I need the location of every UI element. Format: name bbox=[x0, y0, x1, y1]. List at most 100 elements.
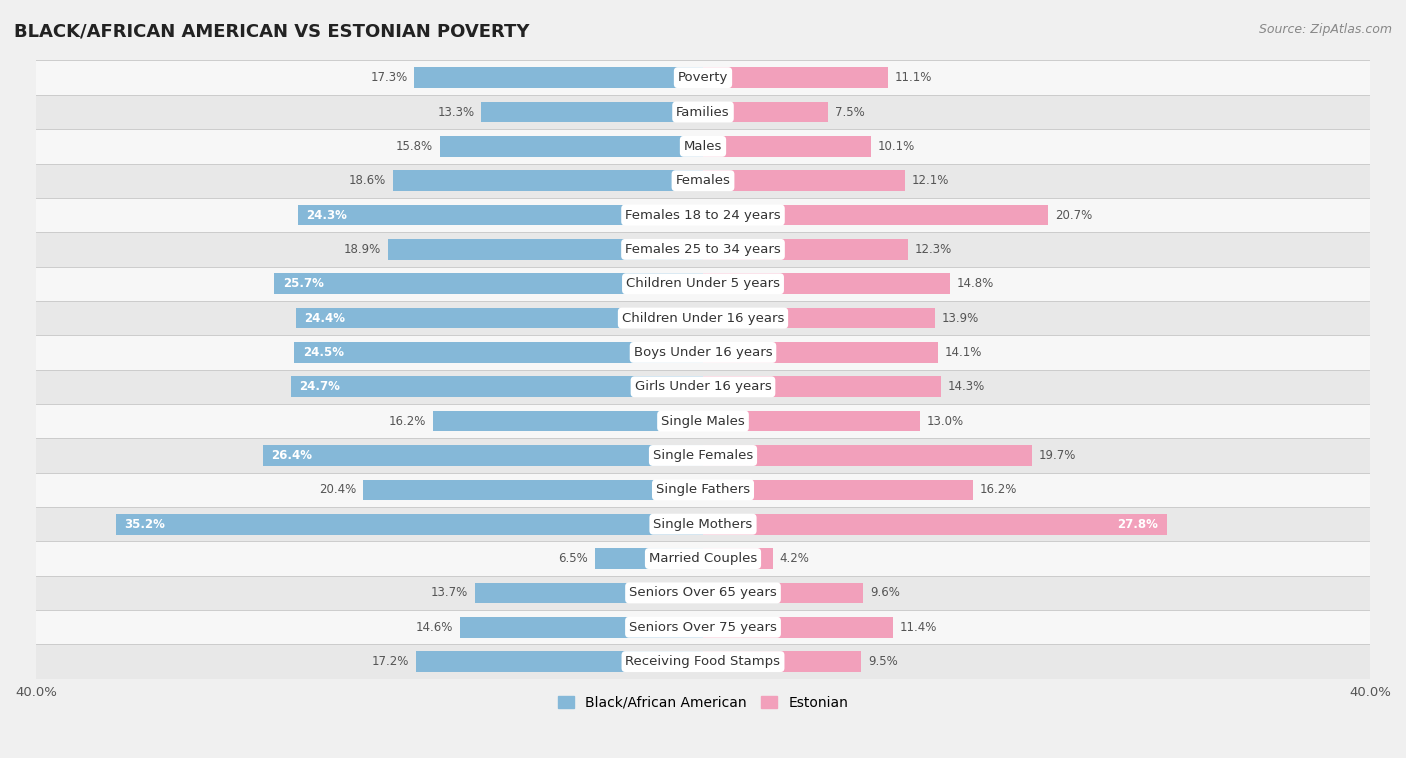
Text: 10.1%: 10.1% bbox=[879, 140, 915, 153]
Bar bbox=[392, 171, 703, 191]
Text: 11.1%: 11.1% bbox=[894, 71, 932, 84]
Bar bbox=[703, 548, 773, 568]
Bar bbox=[37, 473, 1369, 507]
Text: 13.7%: 13.7% bbox=[430, 587, 468, 600]
Bar bbox=[703, 411, 920, 431]
Bar bbox=[291, 377, 703, 397]
Bar bbox=[703, 274, 950, 294]
Text: 7.5%: 7.5% bbox=[835, 105, 865, 118]
Bar bbox=[416, 651, 703, 672]
Text: 14.6%: 14.6% bbox=[416, 621, 453, 634]
Text: 13.0%: 13.0% bbox=[927, 415, 963, 428]
Bar bbox=[415, 67, 703, 88]
Bar bbox=[703, 171, 905, 191]
Bar bbox=[703, 308, 935, 328]
Bar bbox=[294, 342, 703, 363]
Text: Families: Families bbox=[676, 105, 730, 118]
Text: 24.3%: 24.3% bbox=[307, 208, 347, 221]
Text: Children Under 5 years: Children Under 5 years bbox=[626, 277, 780, 290]
Text: 20.4%: 20.4% bbox=[319, 484, 356, 496]
Text: 12.1%: 12.1% bbox=[911, 174, 949, 187]
Text: 14.8%: 14.8% bbox=[956, 277, 994, 290]
Bar bbox=[37, 267, 1369, 301]
Bar bbox=[703, 67, 889, 88]
Bar bbox=[595, 548, 703, 568]
Bar bbox=[37, 576, 1369, 610]
Text: 13.9%: 13.9% bbox=[942, 312, 979, 324]
Bar bbox=[297, 308, 703, 328]
Bar bbox=[703, 136, 872, 157]
Text: 15.8%: 15.8% bbox=[395, 140, 433, 153]
Text: Children Under 16 years: Children Under 16 years bbox=[621, 312, 785, 324]
Text: 17.3%: 17.3% bbox=[371, 71, 408, 84]
Text: 27.8%: 27.8% bbox=[1118, 518, 1159, 531]
Text: Single Males: Single Males bbox=[661, 415, 745, 428]
Text: 20.7%: 20.7% bbox=[1054, 208, 1092, 221]
Text: 18.6%: 18.6% bbox=[349, 174, 387, 187]
Text: Source: ZipAtlas.com: Source: ZipAtlas.com bbox=[1258, 23, 1392, 36]
Text: 25.7%: 25.7% bbox=[283, 277, 323, 290]
Text: Females: Females bbox=[675, 174, 731, 187]
Text: 24.4%: 24.4% bbox=[305, 312, 346, 324]
Bar bbox=[481, 102, 703, 122]
Text: 14.1%: 14.1% bbox=[945, 346, 983, 359]
Bar bbox=[37, 610, 1369, 644]
Bar bbox=[475, 583, 703, 603]
Text: 35.2%: 35.2% bbox=[124, 518, 165, 531]
Bar bbox=[37, 232, 1369, 267]
Text: Seniors Over 65 years: Seniors Over 65 years bbox=[628, 587, 778, 600]
Bar bbox=[37, 198, 1369, 232]
Text: 16.2%: 16.2% bbox=[980, 484, 1017, 496]
Bar bbox=[37, 61, 1369, 95]
Text: Single Mothers: Single Mothers bbox=[654, 518, 752, 531]
Text: Receiving Food Stamps: Receiving Food Stamps bbox=[626, 655, 780, 668]
Text: 9.5%: 9.5% bbox=[868, 655, 898, 668]
Bar bbox=[298, 205, 703, 225]
Text: 9.6%: 9.6% bbox=[870, 587, 900, 600]
Bar bbox=[37, 335, 1369, 370]
Bar bbox=[37, 370, 1369, 404]
Bar bbox=[703, 102, 828, 122]
Bar bbox=[703, 377, 942, 397]
Bar bbox=[263, 445, 703, 466]
Bar bbox=[37, 541, 1369, 576]
Bar bbox=[37, 438, 1369, 473]
Bar bbox=[433, 411, 703, 431]
Bar bbox=[703, 651, 862, 672]
Bar bbox=[37, 164, 1369, 198]
Bar bbox=[703, 445, 1032, 466]
Text: 19.7%: 19.7% bbox=[1038, 449, 1076, 462]
Text: Single Fathers: Single Fathers bbox=[657, 484, 749, 496]
Text: 13.3%: 13.3% bbox=[437, 105, 475, 118]
Bar bbox=[703, 583, 863, 603]
Text: Females 25 to 34 years: Females 25 to 34 years bbox=[626, 243, 780, 256]
Bar bbox=[440, 136, 703, 157]
Text: Poverty: Poverty bbox=[678, 71, 728, 84]
Text: Seniors Over 75 years: Seniors Over 75 years bbox=[628, 621, 778, 634]
Text: BLACK/AFRICAN AMERICAN VS ESTONIAN POVERTY: BLACK/AFRICAN AMERICAN VS ESTONIAN POVER… bbox=[14, 23, 530, 41]
Bar bbox=[460, 617, 703, 637]
Text: 17.2%: 17.2% bbox=[373, 655, 409, 668]
Bar bbox=[703, 514, 1167, 534]
Text: Boys Under 16 years: Boys Under 16 years bbox=[634, 346, 772, 359]
Text: Single Females: Single Females bbox=[652, 449, 754, 462]
Bar bbox=[37, 129, 1369, 164]
Text: 4.2%: 4.2% bbox=[780, 552, 810, 565]
Text: 24.5%: 24.5% bbox=[302, 346, 343, 359]
Text: Females 18 to 24 years: Females 18 to 24 years bbox=[626, 208, 780, 221]
Bar bbox=[703, 239, 908, 260]
Legend: Black/African American, Estonian: Black/African American, Estonian bbox=[553, 690, 853, 715]
Bar bbox=[115, 514, 703, 534]
Bar bbox=[37, 95, 1369, 129]
Bar bbox=[37, 404, 1369, 438]
Text: 26.4%: 26.4% bbox=[271, 449, 312, 462]
Text: 14.3%: 14.3% bbox=[948, 381, 986, 393]
Bar bbox=[388, 239, 703, 260]
Text: 24.7%: 24.7% bbox=[299, 381, 340, 393]
Bar bbox=[703, 480, 973, 500]
Text: 6.5%: 6.5% bbox=[558, 552, 588, 565]
Bar bbox=[703, 617, 893, 637]
Text: 18.9%: 18.9% bbox=[344, 243, 381, 256]
Bar bbox=[703, 205, 1049, 225]
Bar bbox=[37, 644, 1369, 678]
